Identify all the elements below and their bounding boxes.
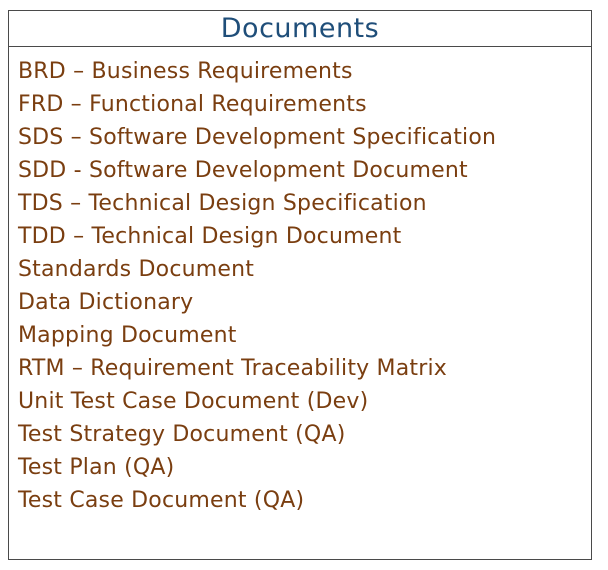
document-item-tds: TDS – Technical Design Specification	[18, 191, 427, 216]
document-item-brd: BRD – Business Requirements	[18, 59, 353, 84]
document-item-data-dictionary: Data Dictionary	[18, 290, 194, 315]
documents-title: Documents	[220, 13, 380, 44]
documents-list: BRD – Business Requirements FRD – Functi…	[18, 55, 496, 517]
document-item-tdd: TDD – Technical Design Document	[18, 224, 402, 249]
document-item-test-case: Test Case Document (QA)	[18, 488, 305, 513]
document-item-rtm: RTM – Requirement Traceability Matrix	[18, 356, 448, 381]
documents-header: Documents	[9, 11, 591, 47]
document-item-sds: SDS – Software Development Specification	[18, 125, 497, 150]
document-item-mapping: Mapping Document	[18, 323, 237, 348]
document-item-unit-test-case: Unit Test Case Document (Dev)	[18, 389, 369, 414]
documents-table: Documents BRD – Business Requirements FR…	[8, 10, 592, 560]
document-item-standards: Standards Document	[18, 257, 255, 282]
document-item-frd: FRD – Functional Requirements	[18, 92, 367, 117]
document-item-sdd: SDD - Software Development Document	[18, 158, 468, 183]
document-item-test-plan: Test Plan (QA)	[18, 455, 175, 480]
document-item-test-strategy: Test Strategy Document (QA)	[18, 422, 346, 447]
